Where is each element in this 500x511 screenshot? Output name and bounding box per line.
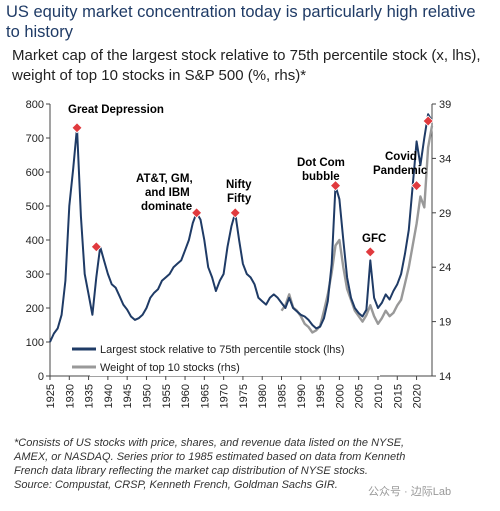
series-line-top10 [280, 125, 434, 334]
line-chart: 0 100 200 300 400 500 600 700 800 14 19 24 29 34 39 192… [26, 99, 452, 408]
left-tick-label: 800 [26, 99, 44, 111]
left-tick-label: 0 [38, 371, 44, 383]
chart-title: US equity market concentration today is … [6, 3, 476, 41]
annotation-covid-line1: Covid [385, 151, 417, 163]
right-tick-label: 39 [439, 99, 451, 111]
annotation-dotcom-line1: Dot Com [297, 157, 345, 169]
x-tick-label: 1925 [45, 384, 57, 408]
annotation-att-line2: and IBM [145, 187, 190, 199]
x-tick-label: 1935 [84, 384, 96, 408]
x-tick-label: 1945 [122, 384, 134, 408]
event-marker [191, 207, 203, 219]
chart-lines [49, 113, 434, 343]
annotation-att-line1: AT&T, GM, [136, 173, 193, 185]
event-marker [364, 246, 376, 258]
annotation-nifty-line1: Nifty [226, 179, 252, 191]
x-tick-label: 2005 [354, 384, 366, 408]
event-marker [410, 180, 423, 192]
right-tick-label: 29 [439, 208, 451, 220]
x-tick-label: 2010 [373, 384, 385, 408]
x-tick-label: 1995 [315, 384, 327, 408]
event-marker [90, 241, 102, 253]
annotation-great-depression: Great Depression [68, 104, 164, 116]
event-marker [71, 122, 83, 134]
right-tick-label: 14 [439, 371, 451, 383]
footnote-line-2: AMEX, or NASDAQ. Series prior to 1985 es… [14, 451, 406, 463]
left-tick-label: 500 [26, 201, 44, 213]
left-tick-label: 300 [26, 269, 44, 281]
x-tick-label: 1980 [257, 384, 269, 408]
x-tick-label: 1940 [103, 384, 115, 408]
event-marker [229, 207, 241, 219]
annotation-dotcom-line2: bubble [302, 171, 340, 183]
chart-subtitle: Market cap of the largest stock relative… [12, 47, 481, 84]
chart-axes: 0 100 200 300 400 500 600 700 800 14 19 24 29 34 39 192… [26, 99, 452, 408]
x-tick-label: 1965 [199, 384, 211, 408]
left-tick-label: 700 [26, 133, 44, 145]
x-tick-label: 1970 [219, 384, 231, 408]
chart-markers [71, 115, 434, 258]
x-tick-label: 2015 [392, 384, 404, 408]
legend-label-top10: Weight of top 10 stocks (rhs) [100, 362, 240, 374]
x-tick-label: 2000 [334, 384, 346, 408]
right-tick-label: 34 [439, 153, 451, 165]
right-tick-label: 24 [439, 262, 451, 274]
footnote-line-1: *Consists of US stocks with price, share… [14, 437, 405, 449]
legend-label-largest-stock: Largest stock relative to 75th percentil… [100, 344, 345, 356]
annotation-covid-line2: Pandemic [373, 165, 428, 177]
right-tick-label: 19 [439, 317, 451, 329]
annotation-gfc: GFC [362, 233, 386, 245]
x-tick-label: 1955 [161, 384, 173, 408]
left-tick-label: 600 [26, 167, 44, 179]
x-tick-label: 1985 [277, 384, 289, 408]
x-tick-label: 1990 [296, 384, 308, 408]
event-marker [329, 180, 342, 192]
left-tick-label: 100 [26, 337, 44, 349]
footnote-line-4: Source: Compustat, CRSP, Kenneth French,… [14, 479, 338, 491]
x-tick-label: 2020 [412, 384, 424, 408]
legend-box [90, 340, 380, 376]
series-line-largest-stock [49, 113, 433, 343]
left-tick-label: 200 [26, 303, 44, 315]
x-tick-label: 1975 [238, 384, 250, 408]
chart-annotations: Great Depression AT&T, GM, and IBM domin… [68, 104, 428, 245]
left-tick-label: 400 [26, 235, 44, 247]
watermark: 公众号 · 边际Lab [368, 486, 452, 498]
x-tick-label: 1960 [180, 384, 192, 408]
event-marker [422, 115, 434, 127]
x-tick-label: 1950 [141, 384, 153, 408]
chart-legend: Largest stock relative to 75th percentil… [72, 340, 380, 376]
footnote-line-3: French data library reflecting the marke… [14, 465, 368, 477]
footnote: *Consists of US stocks with price, share… [14, 436, 494, 492]
x-tick-label: 1930 [64, 384, 76, 408]
annotation-att-line3: dominate [141, 201, 192, 213]
annotation-nifty-line2: Fifty [227, 193, 252, 205]
